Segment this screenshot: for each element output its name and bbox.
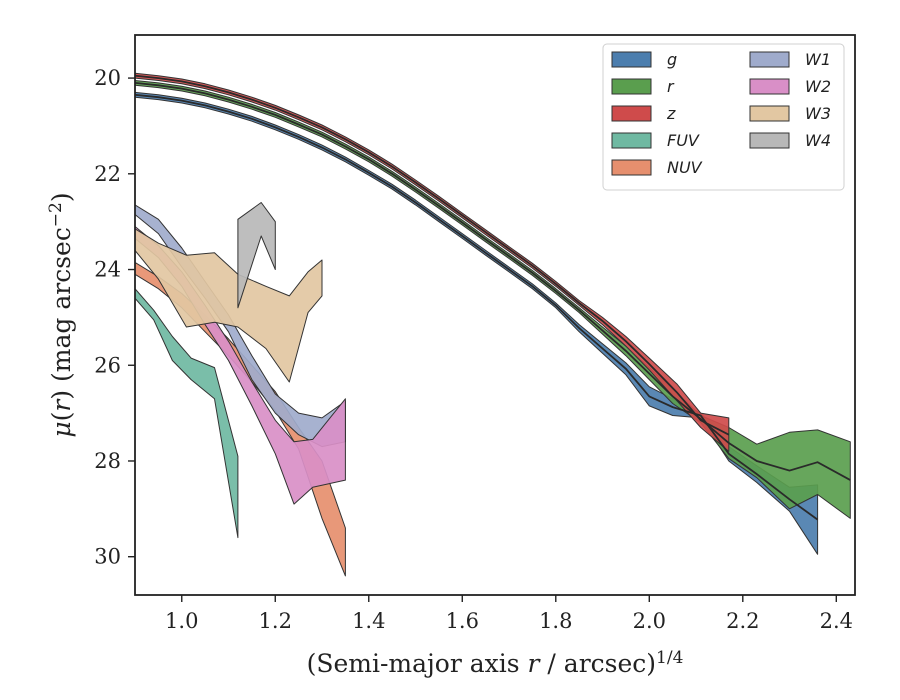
legend-swatch-r (611, 78, 652, 95)
x-tick-label: 1.0 (165, 609, 198, 633)
legend: grz FUV NUV W1 W2 W3 W4 (602, 43, 845, 191)
legend-swatch-w4 (749, 132, 790, 149)
legend-label-w2: W2 (805, 77, 831, 96)
band-w3 (135, 228, 323, 383)
x-tick-label: 1.4 (352, 609, 385, 633)
band-g (135, 91, 819, 555)
legend-swatch-g (611, 51, 652, 68)
legend-label-w1: W1 (805, 50, 831, 69)
y-tick-label: 22 (94, 162, 121, 186)
legend-label-w4: W4 (805, 131, 831, 150)
band-fuv (135, 288, 239, 539)
plot-frame (134, 34, 856, 596)
y-tick-label: 28 (94, 449, 121, 473)
legend-label-r: r (667, 77, 675, 96)
legend-swatch-fuv (611, 132, 652, 149)
legend-swatch-z (611, 105, 652, 122)
y-axis-label: μ(r) (mag arcsec−2) (46, 192, 76, 437)
band-r (135, 80, 851, 519)
areas-layer (135, 72, 851, 577)
x-tick-label: 2.4 (820, 609, 853, 633)
legend-label-w3: W3 (805, 104, 831, 123)
x-axis: 1.0 1.2 1.4 1.6 1.8 2.0 2.2 2.4 (165, 595, 853, 633)
y-tick-label: 20 (94, 66, 121, 90)
legend-label-z: z (666, 104, 676, 123)
legend-label-nuv: NUV (667, 158, 703, 177)
profile-line-g (135, 93, 819, 521)
legend-label-fuv: FUV (667, 131, 700, 150)
legend-swatch-w2 (749, 78, 790, 95)
band-w4 (237, 202, 276, 309)
y-axis: 20 22 24 26 28 30 (94, 66, 135, 569)
legend-label-g: g (667, 50, 677, 69)
x-tick-label: 2.0 (633, 609, 666, 633)
y-tick-label: 30 (94, 545, 121, 569)
legend-swatch-w1 (749, 51, 790, 68)
legend-swatch-w3 (749, 105, 790, 122)
x-axis-label: (Semi-major axis r / arcsec)1/4 (307, 648, 684, 678)
y-tick-label: 24 (94, 258, 121, 282)
band-z (135, 72, 730, 452)
boundary-lines-layer (135, 74, 851, 521)
legend-swatch-nuv (611, 159, 652, 176)
profile-line-z (135, 74, 730, 436)
x-tick-label: 1.2 (259, 609, 292, 633)
x-tick-label: 1.6 (446, 609, 479, 633)
x-tick-label: 2.2 (726, 609, 759, 633)
x-tick-label: 1.8 (539, 609, 572, 633)
y-tick-label: 26 (94, 353, 121, 377)
